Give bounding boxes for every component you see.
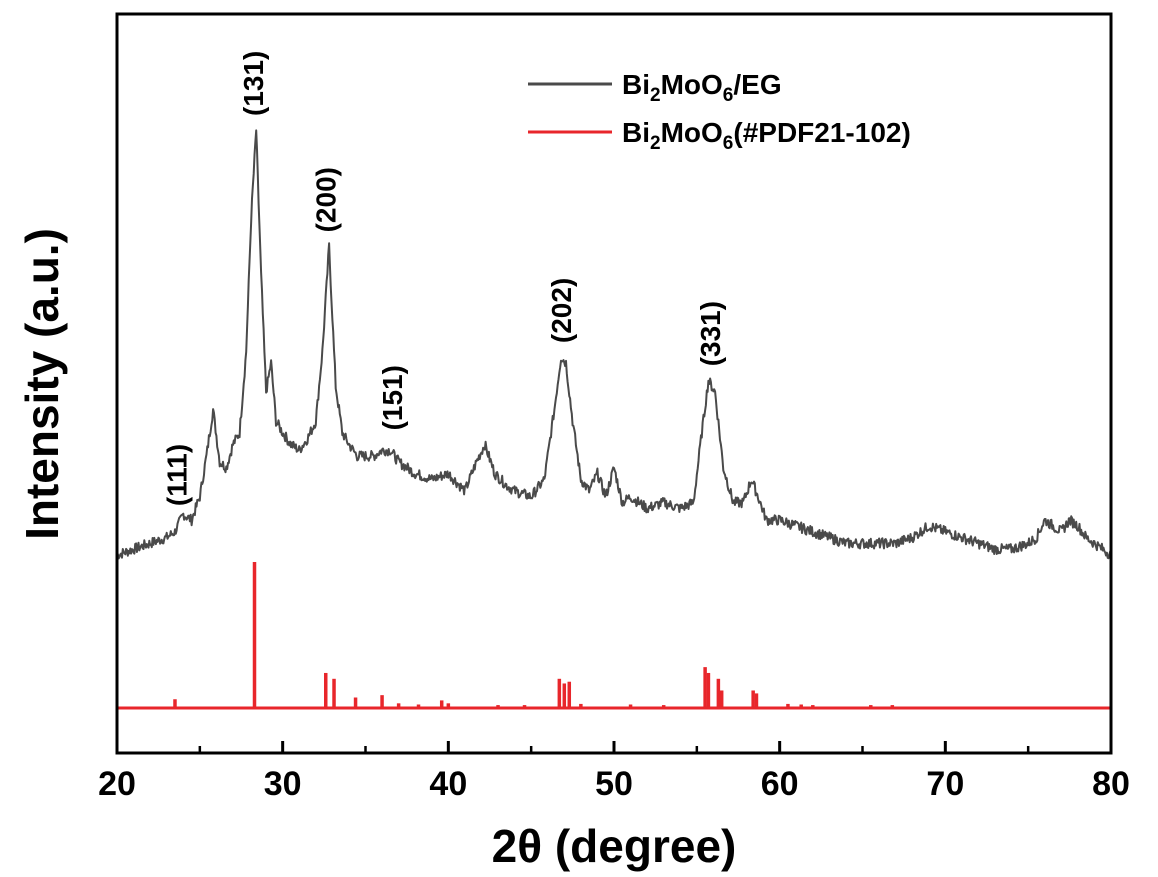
- y-axis-title: Intensity (a.u.): [16, 228, 68, 540]
- x-tick-label: 50: [595, 765, 633, 803]
- peak-label: (151): [377, 365, 408, 430]
- legend: Bi2MoO6/EG Bi2MoO6(#PDF21-102): [528, 69, 911, 154]
- x-tick-label: 30: [264, 765, 302, 803]
- x-tick-label: 60: [761, 765, 799, 803]
- x-axis-title: 2θ (degree): [492, 820, 737, 872]
- plot-layer: [116, 129, 1112, 710]
- x-tick-label: 40: [429, 765, 467, 803]
- x-tick-label: 80: [1092, 765, 1130, 803]
- legend-label-bi2moo6-eg: Bi2MoO6/EG: [622, 69, 782, 106]
- peak-label: (200): [311, 167, 342, 232]
- legend-label-bi2moo6-pdf: Bi2MoO6(#PDF21-102): [622, 117, 911, 154]
- x-axis-ticks: 20 30 40 50 60 70 80: [98, 741, 1130, 803]
- peak-annotations: (111) (131) (200) (151) (202) (331): [162, 51, 726, 506]
- peak-label: (202): [546, 278, 577, 343]
- x-tick-label: 20: [98, 765, 136, 803]
- peak-label: (111): [162, 444, 193, 506]
- peak-label: (131): [238, 51, 269, 116]
- x-tick-label: 70: [926, 765, 964, 803]
- peak-label: (331): [695, 301, 726, 366]
- series-line-bi2moo6-eg: [116, 129, 1112, 560]
